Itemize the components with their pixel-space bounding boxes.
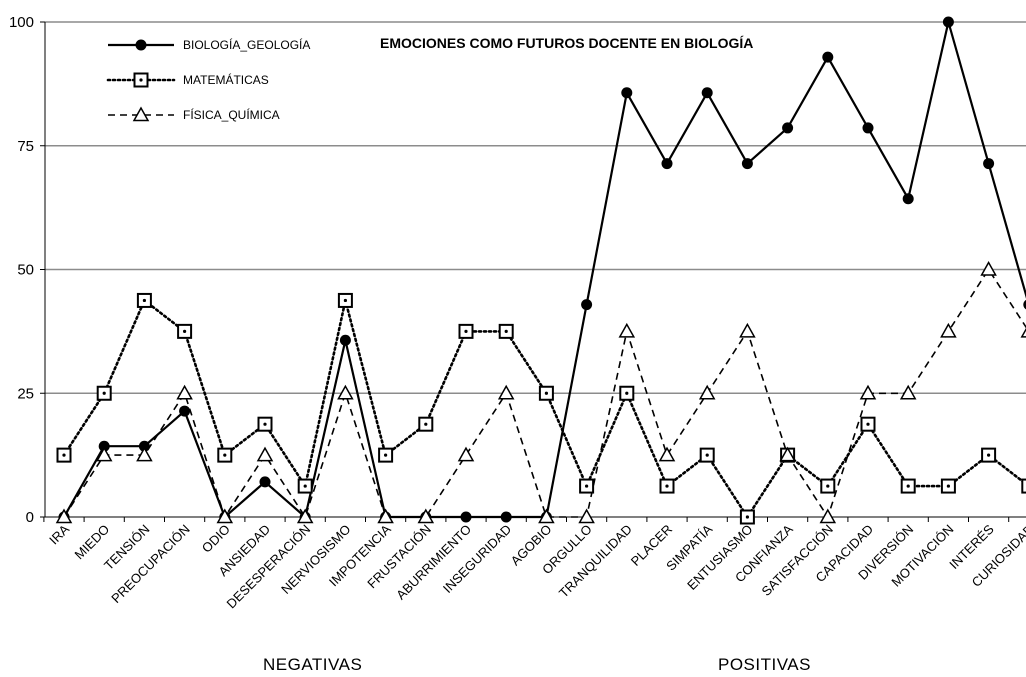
data-point-series-1	[621, 87, 633, 99]
legend-label-2: MATEMÁTICAS	[183, 72, 269, 87]
data-point-series-2	[498, 323, 514, 339]
data-point-series-1	[460, 511, 472, 523]
data-point-series-2	[619, 385, 635, 401]
data-point-series-1	[983, 158, 995, 170]
data-point-series-2	[297, 478, 313, 494]
data-point-series-1	[701, 87, 713, 99]
data-point-series-1	[500, 511, 512, 523]
data-point-series-2	[739, 509, 755, 525]
data-point-series-3	[176, 384, 193, 400]
data-point-series-2	[337, 292, 353, 308]
series-markers	[55, 16, 1026, 525]
data-point-series-2	[458, 323, 474, 339]
data-point-series-1	[581, 299, 593, 311]
data-point-series-2	[699, 447, 715, 463]
series-line-2	[62, 299, 1026, 519]
legend-label-3: FÍSICA_QUÍMICA	[183, 107, 280, 122]
data-point-series-2	[1021, 478, 1026, 494]
data-point-series-2	[820, 478, 836, 494]
group-label-positivas: POSITIVAS	[718, 655, 811, 674]
legend-marker-1	[135, 39, 147, 51]
legend-marker-3	[132, 106, 150, 122]
data-point-series-3	[658, 446, 676, 462]
data-point-series-1	[741, 158, 753, 170]
y-tick-label: 0	[26, 509, 34, 526]
x-tick-label: PREOCUPACIÓN	[108, 522, 192, 606]
data-point-series-2	[981, 447, 997, 463]
data-point-series-3	[980, 260, 997, 276]
data-point-series-2	[940, 478, 956, 494]
data-point-series-2	[177, 323, 193, 339]
data-point-series-2	[378, 447, 394, 463]
data-point-series-2	[579, 478, 595, 494]
data-point-series-3	[819, 508, 837, 524]
data-point-series-3	[256, 446, 274, 462]
data-point-series-2	[418, 416, 434, 432]
data-point-series-3	[337, 384, 354, 400]
data-point-series-2	[136, 292, 152, 308]
data-point-series-1	[902, 193, 914, 205]
data-point-series-3	[899, 384, 917, 400]
data-point-series-2	[538, 385, 554, 401]
data-point-series-2	[659, 478, 675, 494]
data-point-series-3	[538, 508, 555, 524]
data-point-series-3	[296, 508, 314, 524]
data-point-series-2	[257, 416, 273, 432]
data-point-series-1	[862, 122, 874, 134]
data-point-series-1	[179, 405, 191, 417]
data-point-series-3	[55, 508, 73, 524]
data-point-series-3	[216, 508, 234, 524]
data-point-series-1	[339, 334, 351, 346]
x-tick-label: TRANQUILIDAD	[556, 522, 635, 601]
data-point-series-1	[942, 16, 954, 28]
data-point-series-3	[457, 446, 475, 462]
data-point-series-3	[417, 508, 435, 524]
legend-label-1: BIOLOGÍA_GEOLOGÍA	[183, 37, 310, 52]
y-tick-label: 50	[17, 262, 34, 279]
data-point-series-3	[136, 446, 153, 462]
data-point-series-3	[940, 322, 957, 338]
data-point-series-1	[138, 440, 150, 452]
data-point-series-2	[860, 416, 876, 432]
data-point-series-3	[497, 384, 515, 400]
x-tick-label: ODIO	[199, 522, 233, 556]
data-point-series-1	[1023, 299, 1026, 310]
data-point-series-3	[377, 508, 394, 524]
data-point-series-3	[95, 446, 113, 462]
gridlines	[45, 21, 1026, 394]
y-tick-label: 100	[9, 14, 34, 31]
legend-marker-2	[133, 72, 149, 88]
data-point-series-1	[782, 122, 794, 134]
data-point-series-3	[698, 384, 716, 400]
x-tick-label: NERVIOSISMO	[278, 522, 353, 597]
group-label-negativas: NEGATIVAS	[263, 655, 362, 674]
legend: BIOLOGÍA_GEOLOGÍA MATEMÁTICAS FÍSICA_QUÍMI…	[106, 37, 310, 122]
x-tick-label: SATISFACCIÓN	[759, 522, 836, 599]
data-point-series-2	[56, 447, 72, 463]
data-point-series-3	[1020, 327, 1026, 338]
y-axis-ticks: 0 25 50 75 100	[9, 14, 45, 526]
chart-title: EMOCIONES COMO FUTUROS DOCENTE EN BIOLOG…	[380, 35, 753, 51]
data-point-series-1	[98, 440, 110, 452]
data-point-series-1	[661, 158, 673, 170]
data-point-series-3	[779, 446, 796, 462]
y-tick-label: 75	[17, 138, 34, 155]
data-point-series-1	[259, 476, 271, 488]
y-tick-label: 25	[17, 385, 34, 402]
data-point-series-3	[859, 384, 877, 400]
data-point-series-1	[822, 51, 834, 63]
data-point-series-3	[739, 322, 756, 338]
data-point-series-2	[900, 478, 916, 494]
data-point-series-2	[96, 385, 112, 401]
x-tick-label: IRA	[46, 521, 72, 547]
data-point-series-3	[578, 508, 595, 524]
data-point-series-3	[618, 322, 636, 338]
data-point-series-2	[217, 447, 233, 463]
